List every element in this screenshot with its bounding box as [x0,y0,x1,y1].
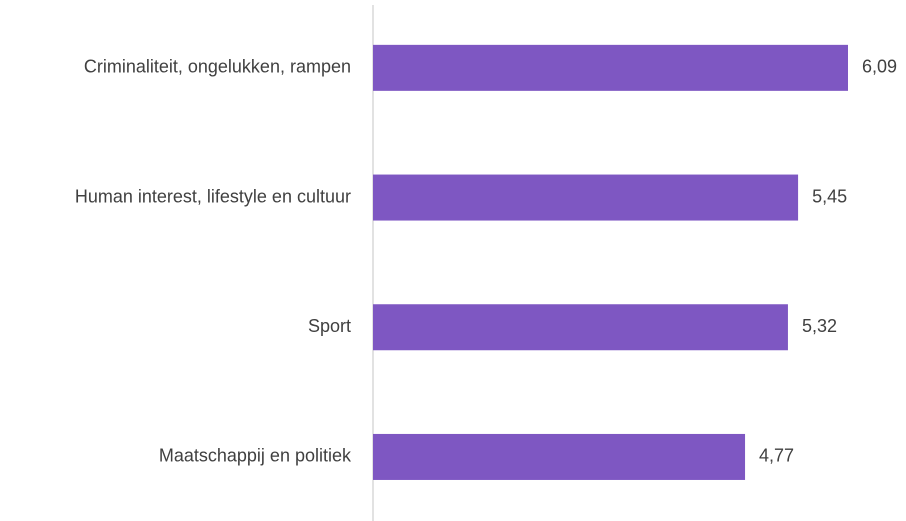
bar [373,44,848,91]
category-label: Maatschappij en politiek [159,446,352,466]
bar [373,433,746,480]
value-label: 5,32 [802,316,837,336]
category-label: Human interest, lifestyle en cultuur [75,186,351,206]
value-label: 4,77 [759,446,794,466]
category-label: Criminaliteit, ongelukken, rampen [84,57,351,77]
bar [373,174,799,221]
bar [373,304,788,351]
category-label: Sport [308,316,351,336]
value-label: 6,09 [862,57,897,77]
value-label: 5,45 [812,186,847,206]
